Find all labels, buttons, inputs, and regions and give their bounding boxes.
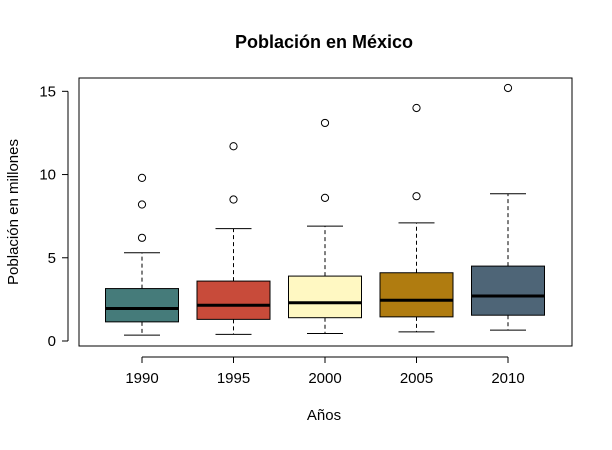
box-2000 [288,118,362,335]
y-axis: 0 5 10 15 [39,83,69,350]
outlier-point [137,200,147,209]
outlier-point [229,142,238,151]
y-tick-label: 0 [48,333,56,350]
outlier-point [320,118,330,128]
outlier-point [412,103,421,113]
plot-frame [78,77,573,347]
iqr-box [196,280,271,320]
x-axis-label: Años [307,407,341,424]
outlier-point [503,83,513,93]
iqr-box [288,275,362,319]
box-2010 [471,83,545,331]
box-series [105,83,545,336]
x-tick-label: 1995 [217,370,250,387]
box-2005 [379,103,454,333]
chart-title: Población en México [235,32,413,52]
outlier-point [320,193,330,202]
x-tick-label: 2000 [308,370,341,387]
iqr-box [379,272,454,318]
y-axis-label: Población en millones [5,139,22,285]
x-tick-label: 1990 [125,370,158,387]
outlier-point [229,195,238,204]
iqr-box [105,288,179,323]
y-tick-label: 15 [39,83,56,100]
outlier-point [412,192,421,201]
y-tick-label: 5 [48,250,56,267]
outlier-point [137,233,147,242]
y-tick-label: 10 [39,167,56,184]
x-axis: 1990 1995 2000 2005 2010 [125,356,525,387]
iqr-box [471,265,545,316]
box-1990 [105,173,179,336]
x-tick-label: 2005 [400,370,433,387]
outlier-point [137,173,147,182]
x-tick-label: 2010 [491,370,524,387]
box-1995 [196,142,271,335]
